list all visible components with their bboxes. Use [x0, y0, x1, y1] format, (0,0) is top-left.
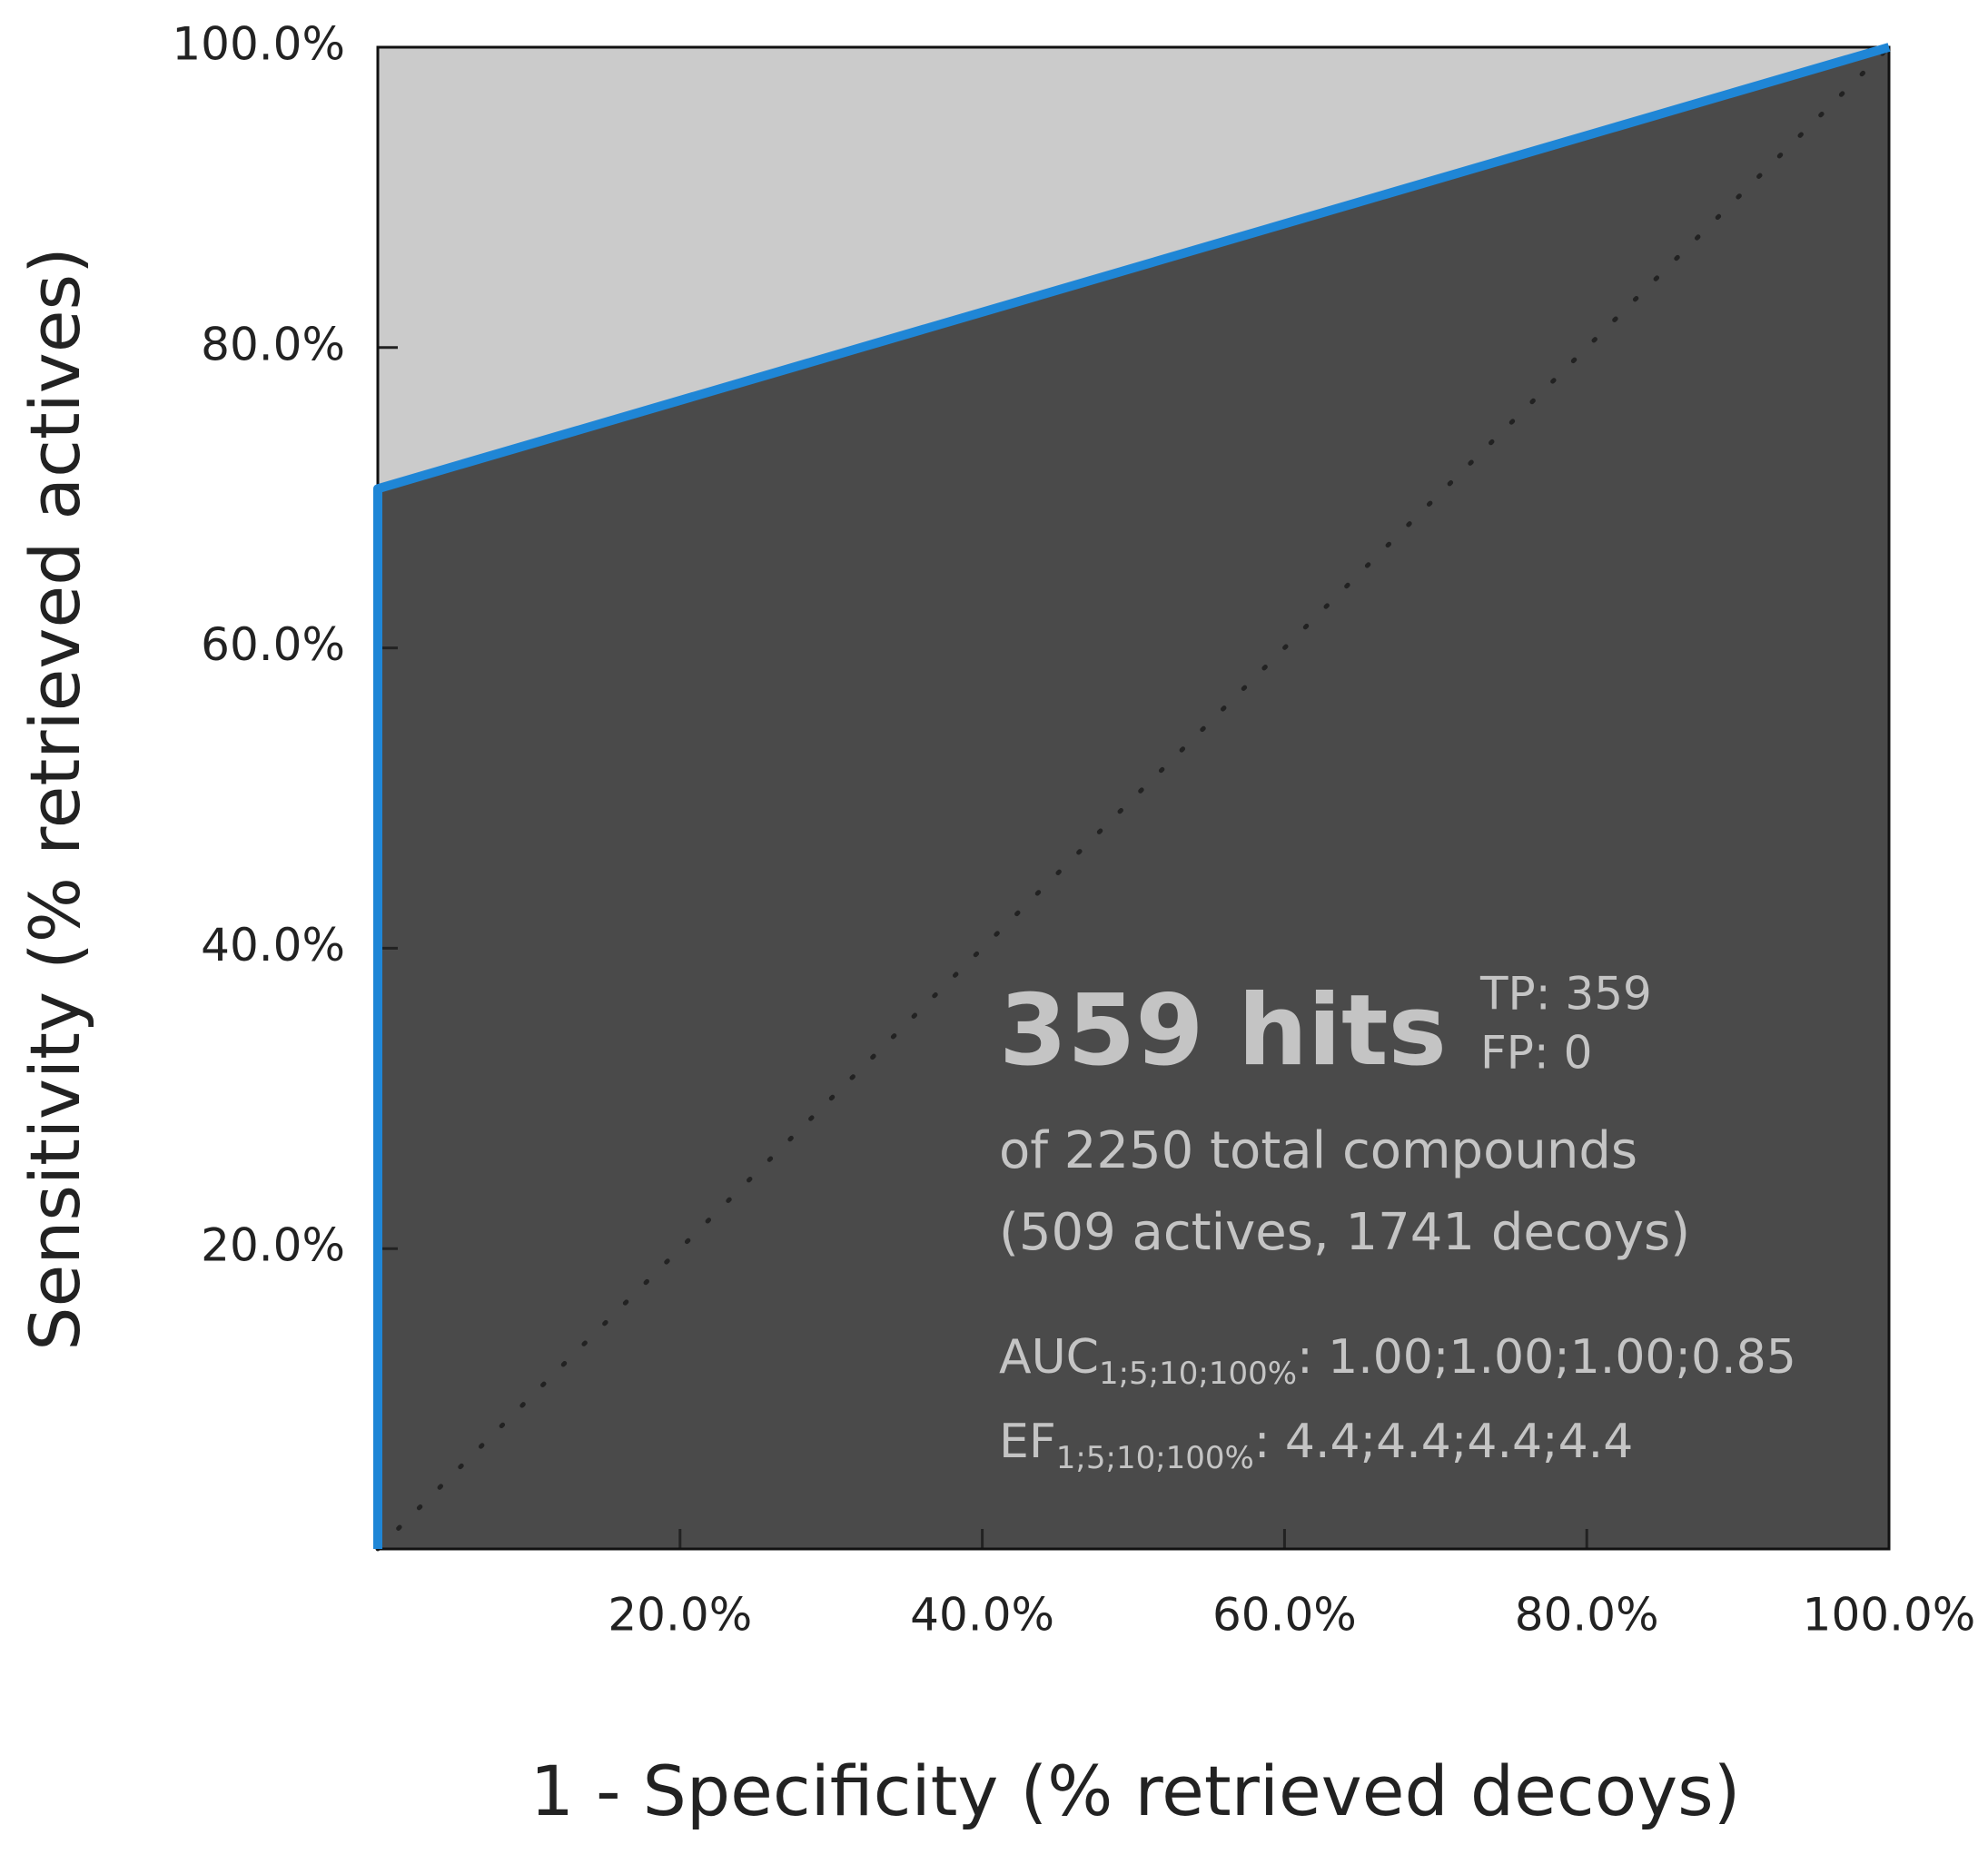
fp-count: FP: 0: [1480, 1027, 1592, 1080]
ef-values: : 4.4;4.4;4.4;4.4: [1254, 1415, 1633, 1469]
plot-area: [373, 43, 1892, 1552]
y-tick-label: 20.0%: [201, 1219, 345, 1272]
ef-line: EF1;5;10;100%: 4.4;4.4;4.4;4.4: [999, 1415, 1633, 1476]
auc-line: AUC1;5;10;100%: 1.00;1.00;1.00;0.85: [999, 1330, 1796, 1392]
y-axis-title: Sensitivity (% retrieved actives): [15, 247, 95, 1350]
ef-subscript: 1;5;10;100%: [1056, 1440, 1254, 1476]
x-tick-label: 60.0%: [1212, 1589, 1357, 1642]
auc-subscript: 1;5;10;100%: [1099, 1356, 1297, 1392]
y-tick-label: 100.0%: [172, 18, 345, 71]
random-diagonal: [375, 44, 1892, 1552]
roc-curve: [373, 43, 1891, 1549]
x-axis-title: 1 - Specificity (% retrieved decoys): [530, 1751, 1741, 1831]
ef-label: EF: [999, 1415, 1056, 1469]
auc-label: AUC: [999, 1330, 1099, 1385]
x-tick-label: 80.0%: [1515, 1589, 1659, 1642]
y-tick-label: 60.0%: [201, 618, 345, 671]
y-tick-label: 80.0%: [201, 318, 345, 370]
y-tick-label: 40.0%: [201, 919, 345, 971]
overlay: 359 hits TP: 359 FP: 0 of 2250 total com…: [999, 968, 1796, 1476]
tp-count: TP: 359: [1479, 968, 1652, 1021]
total-compounds: of 2250 total compounds: [999, 1121, 1637, 1180]
auc-values: : 1.00;1.00;1.00;0.85: [1297, 1330, 1796, 1385]
hits-headline: 359 hits: [999, 974, 1447, 1088]
x-tick-label: 100.0%: [1803, 1589, 1976, 1642]
x-tick-label: 40.0%: [910, 1589, 1054, 1642]
x-tick-label: 20.0%: [608, 1589, 752, 1642]
compound-breakdown: (509 actives, 1741 decoys): [999, 1203, 1690, 1262]
